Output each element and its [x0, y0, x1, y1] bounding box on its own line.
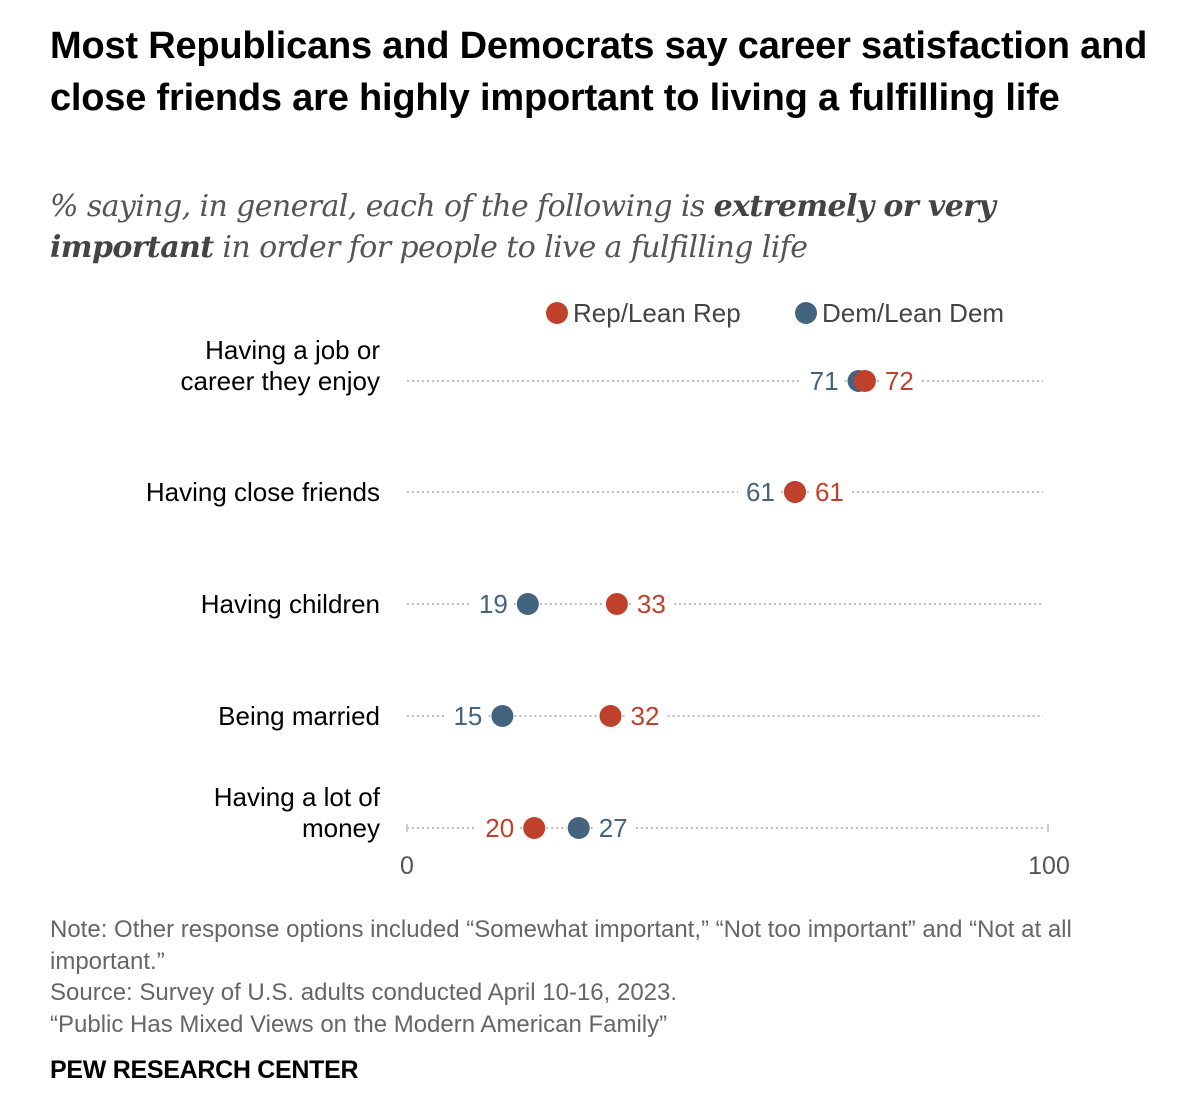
category-label-0-0: Having a job or — [205, 335, 380, 365]
chart-notes: Note: Other response options included “S… — [50, 914, 1150, 1040]
chart-title: Most Republicans and Democrats say caree… — [50, 25, 1148, 119]
category-label-2-0: Having children — [201, 589, 380, 619]
rep-dot-3 — [599, 705, 622, 727]
dem-value-label-1: 61 — [746, 477, 775, 507]
rep-value-label-4: 20 — [485, 813, 514, 843]
chart-subtitle: % saying, in general, each of the follow… — [50, 186, 1050, 268]
subtitle-prefix: % saying, in general, each of the follow… — [50, 189, 714, 224]
dem-value-label-0: 71 — [810, 366, 839, 396]
rep-value-label-0: 72 — [885, 366, 914, 396]
dem-value-label-2: 19 — [479, 589, 508, 619]
x-tick-label-0: 0 — [400, 852, 414, 880]
pew-logo-text: PEW RESEARCH CENTER — [50, 1056, 359, 1084]
legend-rep-label: Rep/Lean Rep — [573, 298, 741, 328]
category-label-1-0: Having close friends — [146, 477, 380, 507]
report-title: “Public Has Mixed Views on the Modern Am… — [50, 1010, 668, 1038]
rep-value-label-3: 32 — [631, 701, 660, 731]
x-tick-label-100: 100 — [1028, 852, 1070, 880]
rep-dot-4 — [523, 817, 546, 839]
source-text: Source: Survey of U.S. adults conducted … — [50, 979, 678, 1006]
legend-dem-marker — [795, 302, 817, 324]
legend-rep-marker — [546, 302, 568, 324]
legend-dem-label: Dem/Lean Dem — [822, 298, 1004, 328]
dem-dot-2 — [516, 593, 539, 615]
category-label-4-1: money — [302, 813, 380, 843]
dem-value-label-4: 27 — [599, 813, 628, 843]
dem-value-label-3: 15 — [453, 701, 482, 731]
rep-dot-2 — [605, 593, 628, 615]
rep-dot-1 — [783, 481, 806, 503]
category-label-3-0: Being married — [218, 701, 380, 731]
dem-dot-3 — [491, 705, 514, 727]
subtitle-suffix: in order for people to live a fulfilling… — [213, 230, 808, 265]
category-label-4-0: Having a lot of — [214, 782, 381, 812]
rep-value-label-2: 33 — [637, 589, 666, 619]
dem-dot-4 — [567, 817, 590, 839]
subtitle-emphasis: extremely or very important — [50, 189, 996, 265]
rep-value-label-1: 61 — [815, 477, 844, 507]
note-text: Note: Other response options included “S… — [50, 916, 1072, 975]
dot-plot-chart: Rep/Lean Rep Dem/Lean Dem Having a job orc… — [146, 298, 1070, 880]
category-label-0-1: career they enjoy — [181, 366, 380, 396]
rep-dot-0 — [853, 370, 876, 392]
